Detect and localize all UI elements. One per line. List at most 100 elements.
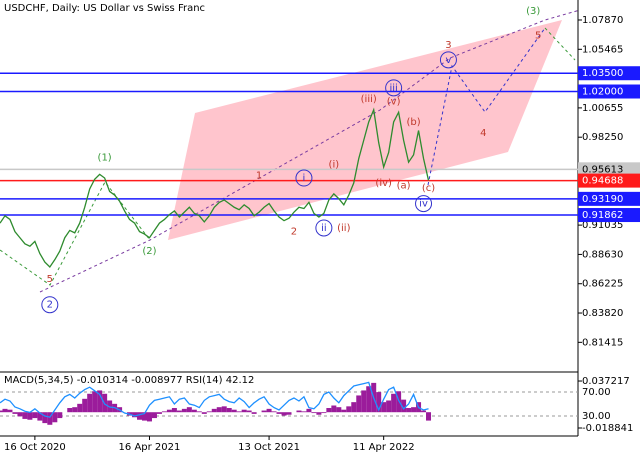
level-label: 0.93190 (582, 194, 623, 205)
wave-circle (315, 219, 333, 237)
macd-bar (186, 407, 192, 413)
macd-bar (271, 411, 277, 413)
macd-bar (216, 407, 222, 413)
wave-circle (295, 169, 313, 187)
macd-bar (12, 412, 18, 414)
indicator-title: MACD(5,34,5) -0.010314 -0.008977 RSI(14)… (4, 375, 254, 386)
wave-label: (b) (406, 117, 420, 128)
wave-label: (3) (526, 6, 540, 17)
macd-bar (142, 412, 147, 421)
x-tick-label: 11 Apr 2022 (353, 442, 415, 453)
macd-bar (72, 407, 78, 413)
macd-bar (0, 410, 3, 413)
macd-bar (77, 403, 83, 413)
wave-green (0, 181, 151, 286)
macd-bar (236, 411, 242, 413)
level-label-bg (578, 208, 640, 223)
macd-bar (181, 408, 187, 413)
level-label: 1.03500 (582, 68, 623, 79)
macd-bar (166, 409, 172, 413)
y-tick-label: 0.037217 (582, 376, 630, 387)
y-tick-label: 0.86225 (582, 279, 623, 290)
macd-bar (401, 399, 407, 413)
y2-tick-label: 70.00 (582, 387, 611, 398)
macd-bar (92, 391, 98, 413)
level-label-bg (578, 84, 640, 99)
macd-bar (17, 412, 23, 417)
macd-bar (57, 412, 63, 419)
y2-tick-label: 30.00 (582, 411, 611, 422)
macd-bar (2, 408, 8, 413)
macd-bar (346, 406, 352, 413)
forecast-green (544, 27, 576, 61)
channel (168, 20, 562, 240)
macd-bar (52, 412, 58, 423)
macd-bar (211, 408, 217, 413)
wave-label: iii (389, 83, 397, 94)
macd-bar (421, 410, 427, 413)
macd-bar (411, 407, 417, 413)
macd-bar (231, 409, 237, 413)
price-line (0, 107, 430, 268)
macd-bar (156, 412, 162, 414)
macd-bar (206, 411, 212, 413)
macd-bar (331, 405, 337, 413)
macd-bar (191, 409, 197, 413)
macd-bar (326, 408, 332, 413)
macd-bar (396, 391, 402, 413)
macd-bar (67, 408, 73, 413)
forecast-blue (427, 27, 546, 186)
wave-label: ii (321, 223, 327, 234)
level-label: 0.94688 (582, 176, 623, 187)
wave-circle (41, 296, 59, 314)
wave-circle (415, 195, 433, 213)
wave-label: 2 (291, 227, 297, 238)
macd-bar (341, 409, 347, 413)
macd-bar (301, 411, 307, 413)
y-tick-label: 0.91035 (582, 220, 623, 231)
macd-bar (266, 408, 272, 413)
wave-label: (iii) (361, 94, 377, 105)
level-label: 0.91862 (582, 210, 623, 221)
x-tick-label: 13 Oct 2021 (238, 442, 300, 453)
macd-bar (316, 412, 322, 415)
macd-bar (221, 406, 227, 413)
level-label-bg (578, 66, 640, 81)
macd-bar (132, 412, 138, 418)
macd-bar (406, 408, 412, 413)
macd-bar (366, 386, 372, 413)
macd-bar (176, 410, 182, 413)
macd-bar (306, 408, 312, 413)
y-tick-label: 1.07870 (582, 15, 623, 26)
macd-bar (47, 412, 53, 425)
level-label: 0.95613 (582, 164, 623, 175)
macd-bar (276, 412, 282, 414)
macd-bar (32, 412, 38, 419)
macd-bar (286, 412, 292, 415)
macd-bar (386, 400, 392, 413)
chart-title: USDCHF, Daily: US Dollar vs Swiss Franc (4, 3, 205, 14)
macd-bar (381, 402, 387, 413)
macd-bar (391, 393, 397, 413)
wave-label: (v) (387, 96, 401, 107)
wave-label: iv (419, 199, 428, 210)
macd-bar (97, 390, 103, 413)
level-label: 1.02000 (582, 87, 623, 98)
macd-bar (146, 412, 152, 422)
macd-bar (171, 408, 177, 413)
wave-label: (c) (422, 183, 435, 194)
y-tick-label: 0.88630 (582, 249, 623, 260)
macd-bar (311, 412, 317, 414)
wave-label: (1) (98, 152, 112, 163)
macd-bar (137, 412, 143, 420)
macd-bar (161, 411, 167, 413)
macd-bar (27, 412, 33, 420)
wave-circle (385, 79, 403, 97)
macd-bar (281, 412, 287, 416)
macd-bar (151, 412, 157, 419)
wave-label: (iv) (375, 178, 392, 189)
wave-label: (i) (329, 160, 340, 171)
wave-label: (2) (142, 246, 156, 257)
wave-label: v (445, 55, 451, 66)
